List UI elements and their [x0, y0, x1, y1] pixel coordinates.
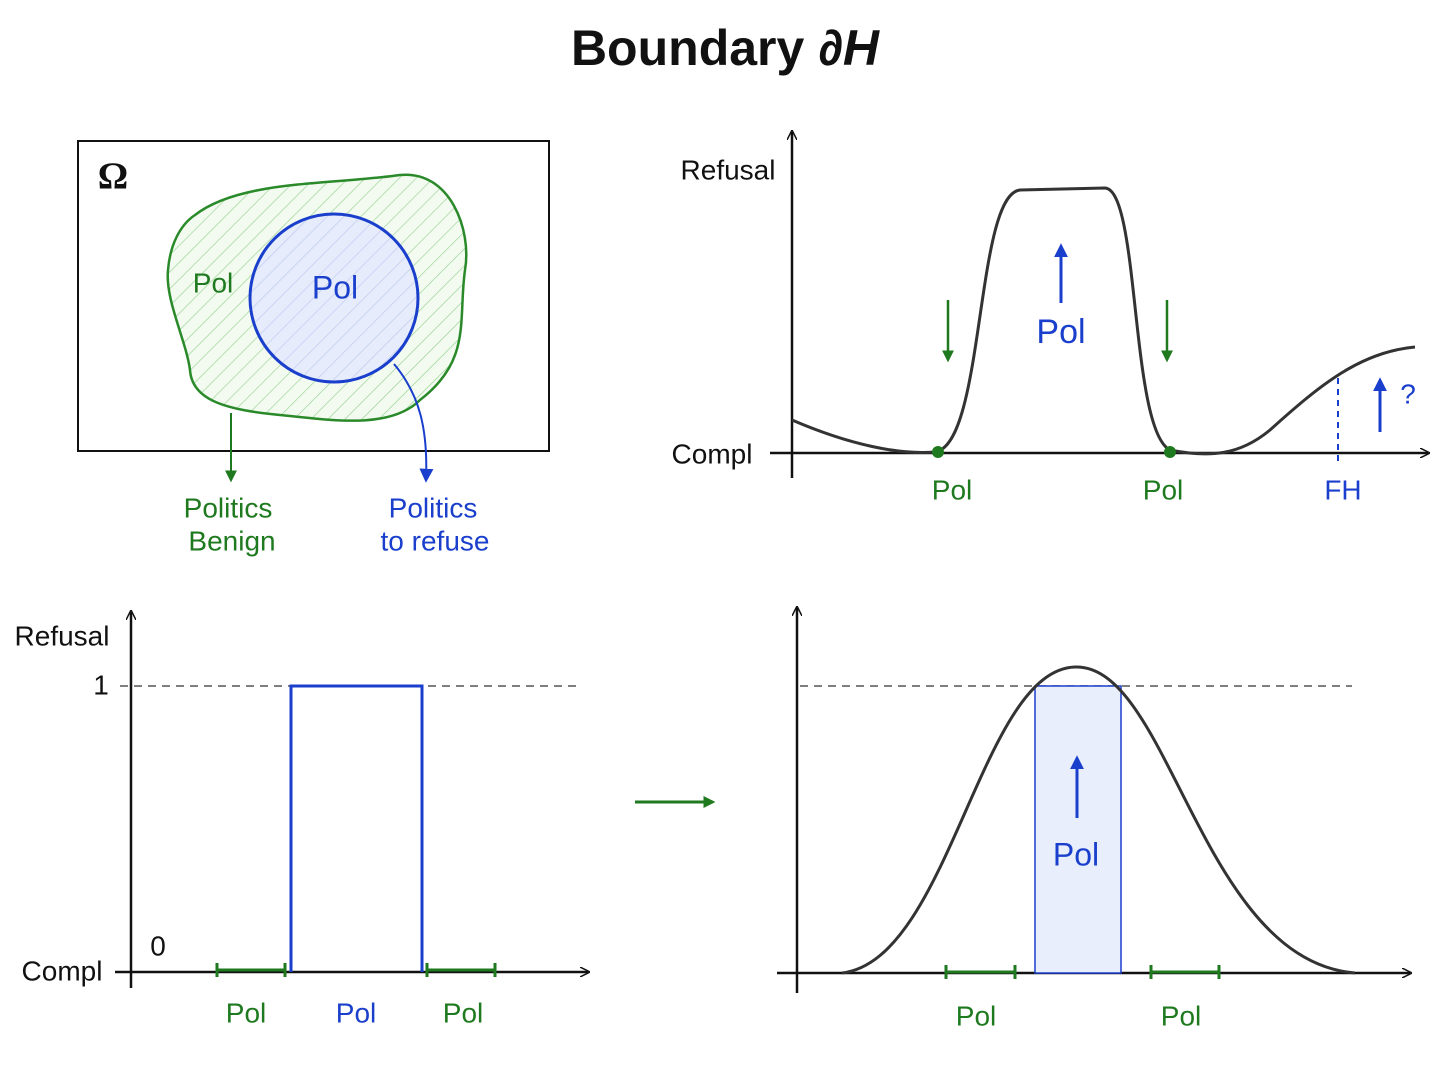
peak-label: Pol: [1036, 313, 1085, 351]
title-symbol: ∂H: [818, 20, 880, 76]
benign-callout-line: Politics: [184, 492, 273, 523]
x-label: Pol: [1161, 1000, 1201, 1031]
step-function: [289, 684, 424, 972]
x-label: FH: [1324, 474, 1361, 505]
y-tick-label: 0: [150, 930, 166, 961]
x-label: Pol: [336, 997, 376, 1028]
omega-box: [77, 140, 550, 452]
boundary-point: [932, 446, 944, 458]
refuse-callout-line: to refuse: [381, 525, 490, 556]
y-tick-label: 1: [93, 669, 109, 700]
set-panel: Ω Pol Pol Politics Benign Politics to re…: [77, 140, 550, 556]
x-label: Pol: [956, 1000, 996, 1031]
x-label: Pol: [1143, 474, 1183, 505]
smooth-panel: Pol Pol Pol: [777, 608, 1410, 1031]
benign-interval: [944, 965, 1221, 979]
curve-panel: Refusal Compl Pol ? Pol Pol FH: [672, 132, 1428, 505]
boundary-point: [1164, 446, 1176, 458]
inner-label: Pol: [312, 269, 358, 305]
title-word: Boundary: [571, 20, 805, 76]
question-mark: ?: [1400, 378, 1416, 409]
y-axis-bottom-label: Compl: [22, 955, 103, 986]
refusal-curve: [791, 186, 1416, 456]
refuse-region: [248, 212, 420, 384]
band-label: Pol: [1053, 836, 1099, 872]
step-panel: Refusal 1 0 Compl Pol Pol Pol: [15, 612, 588, 1028]
x-label: Pol: [443, 997, 483, 1028]
x-label: Pol: [932, 474, 972, 505]
x-label: Pol: [226, 997, 266, 1028]
y-axis-top-label: Refusal: [15, 620, 110, 651]
y-axis-top-label: Refusal: [681, 154, 776, 185]
benign-interval: [215, 963, 497, 977]
y-axis-bottom-label: Compl: [672, 438, 753, 469]
smooth-curve: [841, 665, 1356, 975]
refuse-callout-line: Politics: [389, 492, 478, 523]
title: Boundary ∂H: [571, 20, 880, 76]
omega-label: Ω: [98, 156, 128, 198]
outer-label: Pol: [193, 267, 233, 298]
benign-callout-line: Benign: [188, 525, 275, 556]
refuse-pointer: [393, 363, 434, 483]
refuse-band: [1034, 685, 1122, 974]
